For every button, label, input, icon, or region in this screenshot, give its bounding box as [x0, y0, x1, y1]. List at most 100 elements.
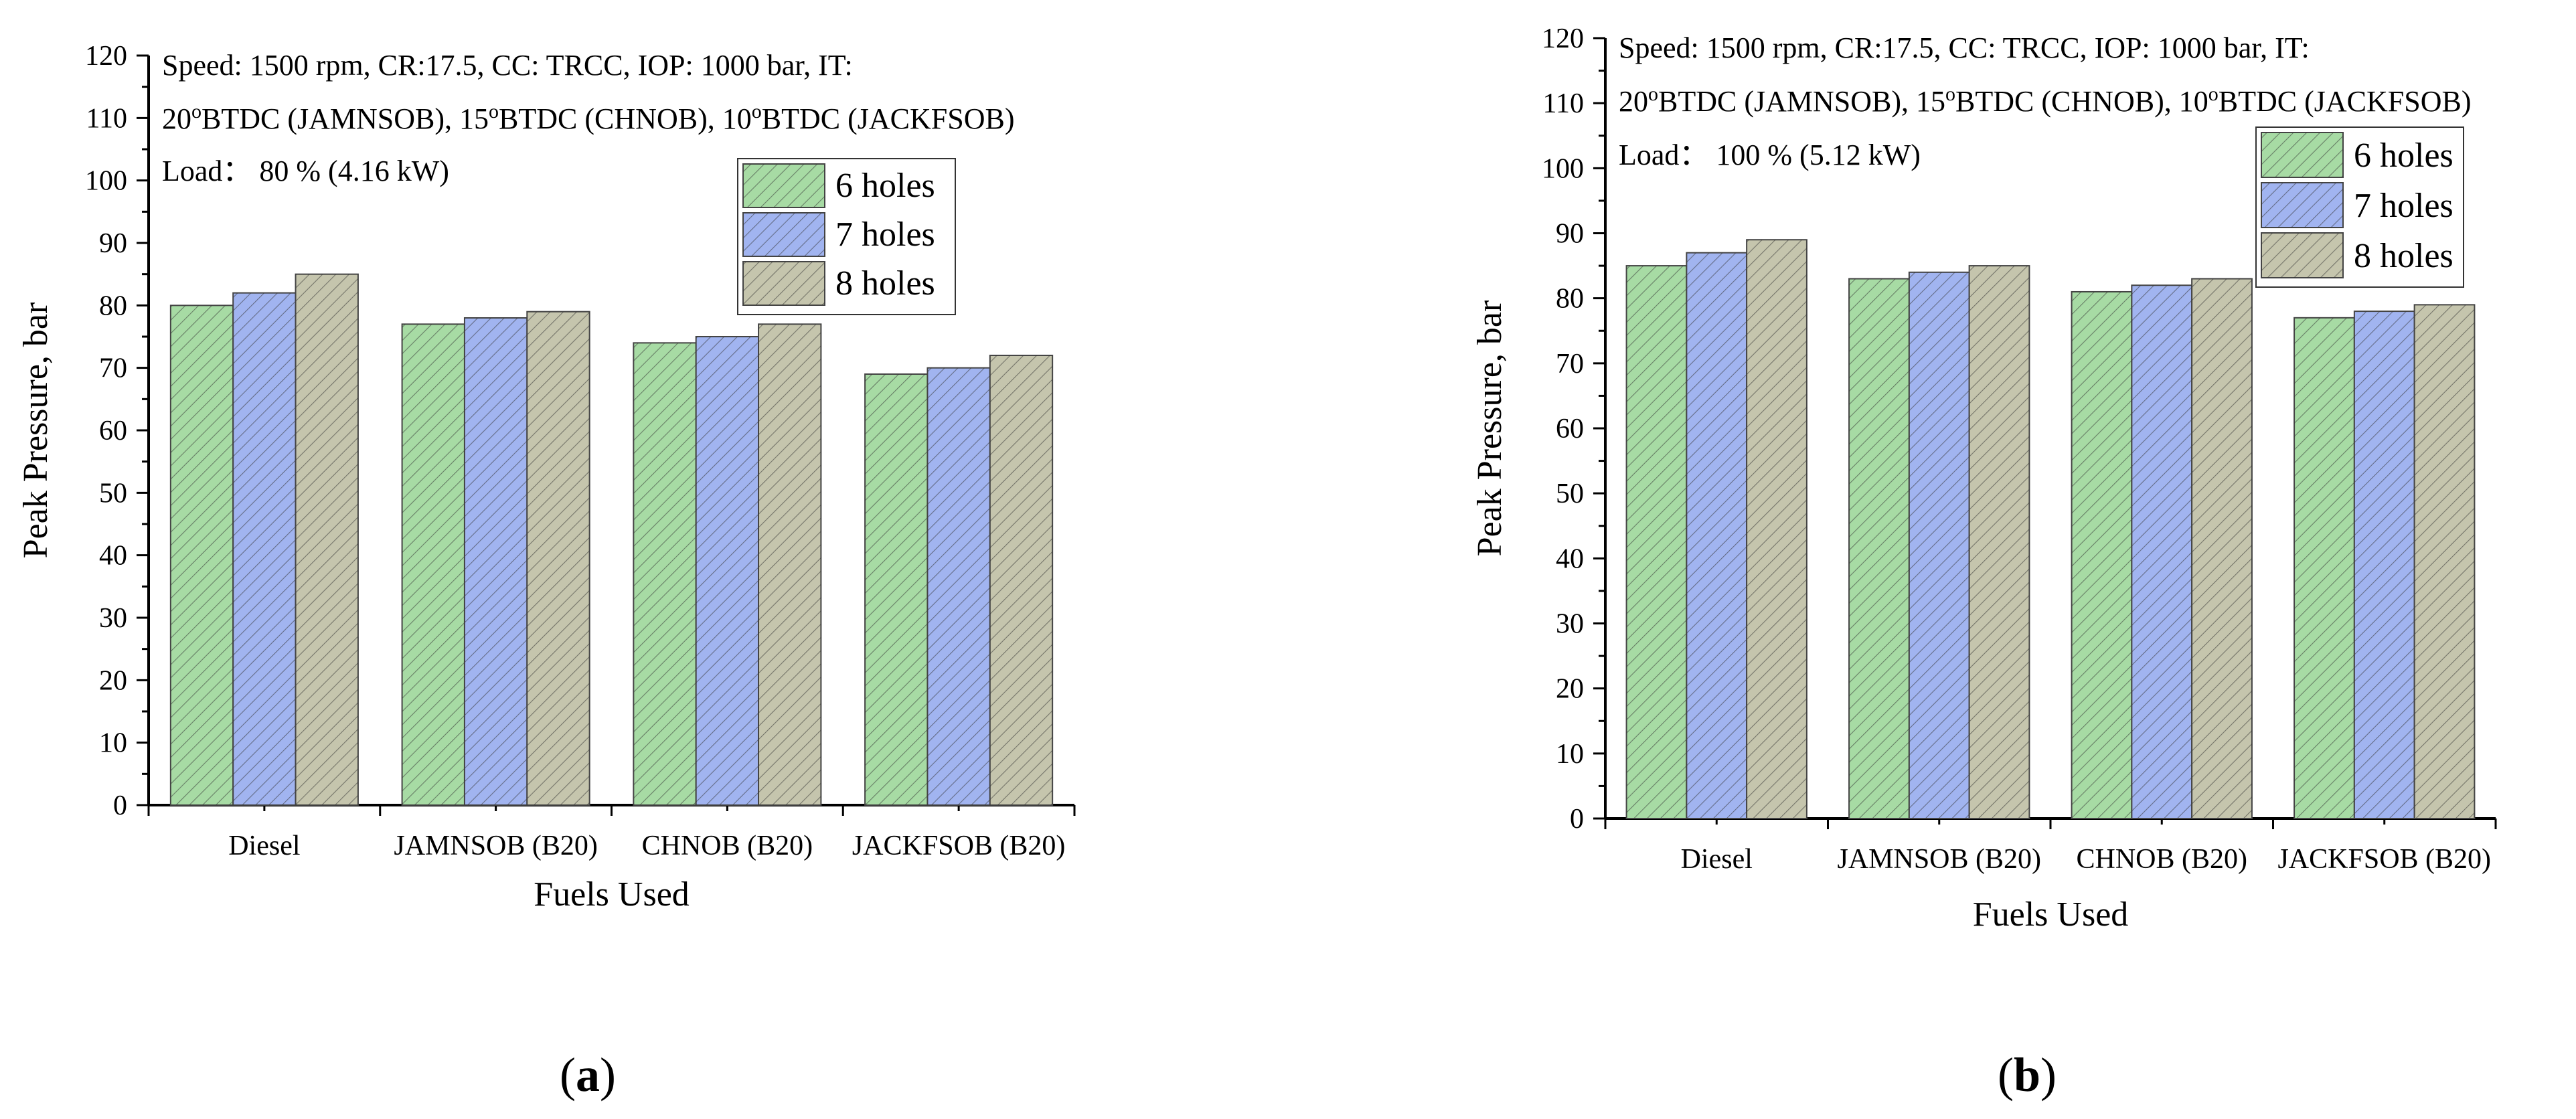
y-axis-label: Peak Pressure, bar [17, 303, 55, 559]
legend-label: 8 holes [2354, 237, 2453, 275]
x-tick-label: JAMNSOB (B20) [394, 831, 598, 861]
y-tick-label: 30 [99, 603, 127, 634]
legend-swatch-hatch [743, 213, 825, 256]
annotation-superscript: o [2208, 83, 2219, 105]
annotation-segment: BTDC (JAMNSOB), 15 [1658, 85, 1945, 118]
annotation-superscript: o [489, 100, 499, 122]
annotation-segment: BTDC (CHNOB), 10 [1955, 85, 2208, 118]
annotation-line-2: 20oBTDC (JAMNSOB), 15oBTDC (CHNOB), 10oB… [1619, 83, 2471, 118]
legend-label: 7 holes [2354, 187, 2453, 225]
y-tick-label: 100 [1542, 153, 1584, 184]
legend-label: 6 holes [835, 167, 935, 205]
annotation-line-2: 20oBTDC (JAMNSOB), 15oBTDC (CHNOB), 10oB… [162, 100, 1014, 135]
y-tick-label: 90 [1556, 219, 1584, 250]
annotation-superscript: o [1648, 83, 1658, 105]
y-tick-label: 60 [1556, 414, 1584, 444]
annotation-segment: 20 [1619, 85, 1648, 118]
chart-a: 0 10 20 30 40 50 60 70 80 90 100 110 120 Diesel JAMNSO… [17, 41, 1076, 914]
y-tick-label: 110 [86, 103, 127, 134]
y-tick-label: 40 [99, 541, 127, 572]
y-tick-label: 0 [113, 790, 127, 821]
bar-hatch [865, 374, 928, 805]
y-tick-label: 120 [1542, 23, 1584, 54]
annotation-segment: BTDC (JAMNSOB), 15 [202, 102, 489, 135]
y-tick-label: 50 [99, 478, 127, 509]
x-axis-label: Fuels Used [1973, 895, 2129, 934]
annotation-segment: BTDC (JACKFSOB) [762, 102, 1015, 135]
y-tick-label: 10 [1556, 739, 1584, 770]
x-tick-label: CHNOB (B20) [2076, 844, 2247, 875]
annotation-line-1: Speed: 1500 rpm, CR:17.5, CC: TRCC, IOP:… [1619, 31, 2310, 64]
bar-hatch [2192, 278, 2252, 819]
legend-swatch-hatch [2261, 133, 2343, 177]
legend-label: 6 holes [2354, 137, 2453, 175]
bar-hatch [1626, 266, 1687, 819]
x-axis-label: Fuels Used [534, 875, 690, 914]
y-tick-label: 20 [1556, 674, 1584, 705]
y-tick-label: 100 [85, 166, 127, 197]
x-tick-label: JACKFSOB (B20) [2277, 844, 2491, 875]
bar-hatch [295, 274, 358, 806]
y-tick-label: 70 [1556, 349, 1584, 379]
chart-b: 0 10 20 30 40 50 60 70 80 90 100 110 120 Diesel JAMNSO… [1471, 23, 2497, 934]
y-tick-label: 20 [99, 665, 127, 696]
x-tick-label: JACKFSOB (B20) [852, 831, 1066, 861]
legend-swatch-hatch [2261, 233, 2343, 278]
annotation-segment: 20 [162, 102, 191, 135]
bar-hatch [2354, 311, 2415, 819]
y-tick-label: 50 [1556, 479, 1584, 509]
annotation-line-3: Load： 100 % (5.12 kW) [1619, 139, 1921, 171]
bar-hatch [696, 337, 759, 805]
annotation-line-3: Load： 80 % (4.16 kW) [162, 155, 449, 187]
y-axis-label: Peak Pressure, bar [1471, 300, 1509, 557]
x-tick-label: Diesel [228, 831, 300, 861]
y-tick-label: 70 [99, 353, 127, 384]
legend-label: 8 holes [835, 264, 935, 303]
x-tick-label: CHNOB (B20) [642, 831, 813, 861]
bar-hatch [927, 367, 990, 805]
bar-hatch [1747, 240, 1807, 819]
bar-hatch [1849, 278, 1909, 819]
legend-swatch-hatch [743, 164, 825, 207]
x-tick-label: JAMNSOB (B20) [1837, 844, 2041, 875]
y-tick-label: 30 [1556, 609, 1584, 640]
bar-hatch [464, 318, 528, 805]
y-tick-label: 60 [99, 416, 127, 446]
bar-hatch [758, 324, 821, 805]
legend-swatch-hatch [743, 262, 825, 305]
y-tick-label: 40 [1556, 543, 1584, 574]
bar-hatch [1686, 252, 1747, 819]
annotation-superscript: o [1945, 83, 1955, 105]
x-tick-label: Diesel [1681, 844, 1753, 875]
bar-hatch [402, 324, 465, 805]
bar-hatch [1909, 272, 1969, 819]
y-tick-label: 0 [1570, 804, 1584, 835]
bar-hatch [2294, 317, 2354, 819]
y-tick-label: 80 [99, 290, 127, 321]
caption-a: (a) [560, 1048, 616, 1102]
bar-hatch [633, 343, 696, 805]
bar-hatch [2131, 285, 2192, 819]
annotation-line-1: Speed: 1500 rpm, CR:17.5, CC: TRCC, IOP:… [162, 49, 853, 82]
y-tick-label: 120 [85, 41, 127, 72]
bar-hatch [233, 292, 296, 806]
y-tick-label: 10 [99, 728, 127, 759]
annotation-segment: BTDC (JACKFSOB) [2219, 85, 2472, 118]
legend-label: 7 holes [835, 216, 935, 254]
annotation-superscript: o [191, 100, 202, 122]
annotation-segment: BTDC (CHNOB), 10 [499, 102, 752, 135]
bar-hatch [2414, 305, 2475, 819]
caption-b: (b) [1997, 1048, 2057, 1102]
y-tick-label: 110 [1543, 88, 1584, 119]
caption-b-letter: b [2013, 1048, 2041, 1102]
bar-hatch [527, 311, 590, 806]
bar-hatch [170, 305, 234, 805]
y-tick-label: 80 [1556, 284, 1584, 315]
annotation-superscript: o [752, 100, 762, 122]
y-tick-label: 90 [99, 228, 127, 259]
caption-a-letter: a [576, 1048, 600, 1102]
legend-swatch-hatch [2261, 183, 2343, 228]
bar-hatch [2071, 291, 2132, 819]
bar-hatch [989, 355, 1053, 805]
